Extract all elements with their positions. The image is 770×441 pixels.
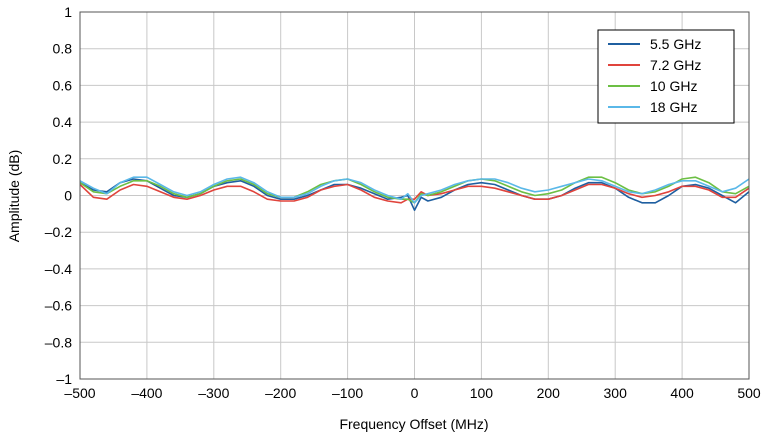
legend-label-10-ghz: 10 GHz bbox=[650, 78, 697, 94]
y-tick-label: 0.6 bbox=[53, 77, 73, 93]
x-tick-label: –300 bbox=[198, 385, 229, 401]
legend-label-5-5-ghz: 5.5 GHz bbox=[650, 36, 701, 52]
x-axis-title: Frequency Offset (MHz) bbox=[339, 416, 488, 432]
y-axis-title: Amplitude (dB) bbox=[6, 150, 22, 243]
y-tick-label: –0.2 bbox=[45, 224, 72, 240]
y-tick-labels: –1 –0.8 –0.6 –0.4 –0.2 0 0.2 0.4 0.6 0.8 1 bbox=[45, 4, 72, 387]
x-tick-label: 100 bbox=[470, 385, 494, 401]
y-tick-label: 0 bbox=[64, 188, 72, 204]
x-tick-labels: –500 –400 –300 –200 –100 0 100 200 300 400 500 bbox=[64, 385, 760, 401]
y-tick-label: 1 bbox=[64, 4, 72, 20]
x-tick-label: –500 bbox=[64, 385, 95, 401]
y-tick-label: 0.8 bbox=[53, 41, 73, 57]
x-tick-label: –100 bbox=[332, 385, 363, 401]
series-line-18-ghz bbox=[79, 176, 750, 204]
series-layer bbox=[79, 176, 750, 211]
y-tick-label: –0.4 bbox=[45, 261, 72, 277]
y-tick-label: 0.4 bbox=[53, 114, 73, 130]
x-tick-label: 0 bbox=[411, 385, 419, 401]
x-tick-label: 300 bbox=[604, 385, 628, 401]
x-tick-label: –400 bbox=[131, 385, 162, 401]
legend-label-18-ghz: 18 GHz bbox=[650, 99, 697, 115]
y-tick-label: –0.6 bbox=[45, 298, 72, 314]
legend: 5.5 GHz 7.2 GHz 10 GHz 18 GHz bbox=[597, 29, 735, 124]
legend-label-7-2-ghz: 7.2 GHz bbox=[650, 57, 701, 73]
y-tick-label: 0.2 bbox=[53, 151, 73, 167]
x-tick-label: 200 bbox=[537, 385, 561, 401]
y-tick-label: –1 bbox=[56, 371, 72, 387]
x-tick-label: 400 bbox=[670, 385, 694, 401]
x-tick-label: 500 bbox=[737, 385, 761, 401]
y-tick-label: –0.8 bbox=[45, 334, 72, 350]
x-tick-label: –200 bbox=[265, 385, 296, 401]
series-line-7-2-ghz bbox=[79, 183, 750, 204]
plot-frame bbox=[79, 11, 750, 380]
